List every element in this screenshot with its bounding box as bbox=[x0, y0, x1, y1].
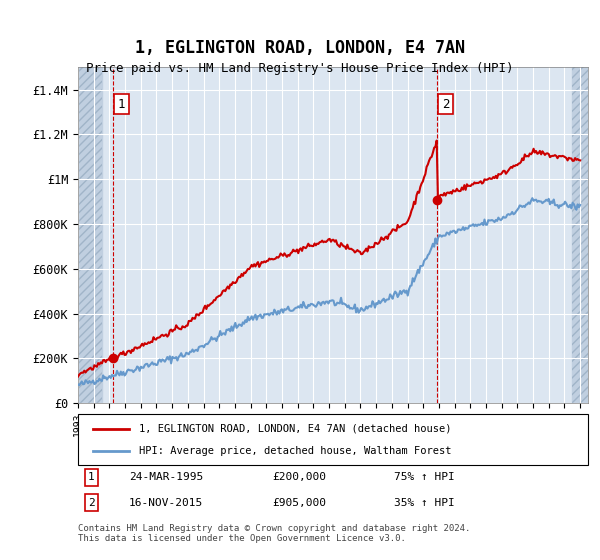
Text: 24-MAR-1995: 24-MAR-1995 bbox=[129, 473, 203, 482]
FancyBboxPatch shape bbox=[78, 414, 588, 465]
Bar bbox=[572, 67, 588, 403]
Text: 2: 2 bbox=[88, 498, 95, 507]
Text: 1, EGLINGTON ROAD, LONDON, E4 7AN: 1, EGLINGTON ROAD, LONDON, E4 7AN bbox=[135, 39, 465, 57]
Text: 16-NOV-2015: 16-NOV-2015 bbox=[129, 498, 203, 507]
Text: 1, EGLINGTON ROAD, LONDON, E4 7AN (detached house): 1, EGLINGTON ROAD, LONDON, E4 7AN (detac… bbox=[139, 423, 452, 433]
Text: 2: 2 bbox=[442, 97, 449, 110]
Text: HPI: Average price, detached house, Waltham Forest: HPI: Average price, detached house, Walt… bbox=[139, 446, 452, 456]
Text: Price paid vs. HM Land Registry's House Price Index (HPI): Price paid vs. HM Land Registry's House … bbox=[86, 62, 514, 74]
Text: Contains HM Land Registry data © Crown copyright and database right 2024.
This d: Contains HM Land Registry data © Crown c… bbox=[78, 524, 470, 543]
Bar bbox=[78, 67, 101, 403]
Text: 35% ↑ HPI: 35% ↑ HPI bbox=[394, 498, 455, 507]
Text: 75% ↑ HPI: 75% ↑ HPI bbox=[394, 473, 455, 482]
Text: £200,000: £200,000 bbox=[272, 473, 326, 482]
Text: 1: 1 bbox=[88, 473, 95, 482]
Text: £905,000: £905,000 bbox=[272, 498, 326, 507]
Text: 1: 1 bbox=[118, 97, 125, 110]
Bar bbox=[572, 67, 588, 403]
Bar bbox=[78, 67, 101, 403]
